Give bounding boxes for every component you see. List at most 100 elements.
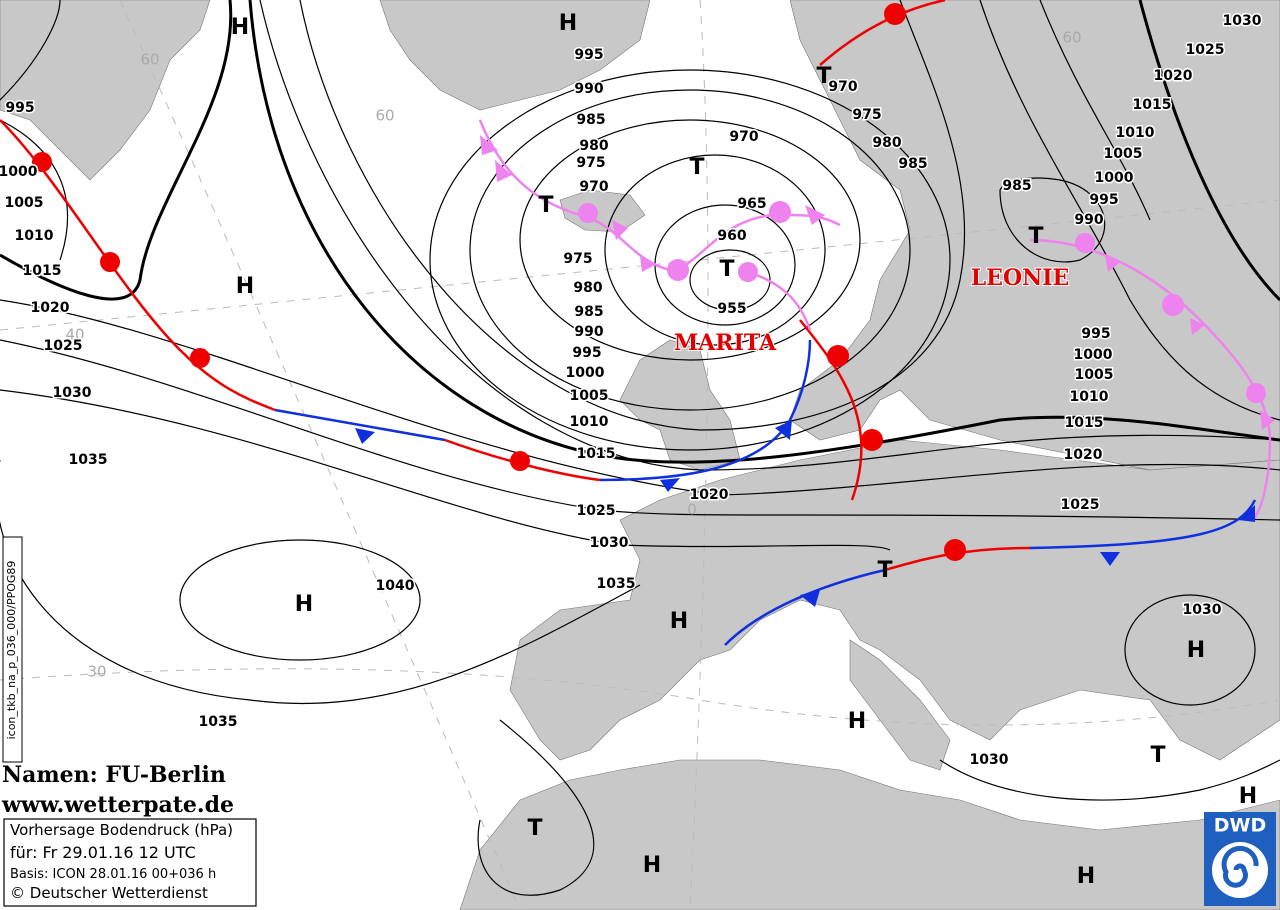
front-symbol bbox=[884, 3, 906, 25]
italy bbox=[849, 639, 951, 771]
isobar-label: 1020 bbox=[690, 487, 729, 503]
isobar-label: 980 bbox=[573, 280, 602, 296]
grid-line bbox=[119, 0, 521, 910]
front-symbol bbox=[190, 348, 210, 368]
occluded-front bbox=[478, 119, 841, 331]
isobar-label: 1005 bbox=[5, 195, 44, 211]
isobar bbox=[604, 154, 826, 346]
pressure-center: T bbox=[1150, 743, 1165, 768]
occluded-front-symbols bbox=[480, 135, 1275, 430]
isobar-1015 bbox=[1138, 0, 1280, 302]
storm-names: MARITA LEONIE bbox=[673, 264, 1070, 357]
pressure-center: H bbox=[1187, 638, 1205, 663]
front-symbol bbox=[32, 152, 52, 172]
isobar bbox=[477, 719, 595, 896]
isobar-label: 1035 bbox=[69, 452, 108, 468]
warm-front bbox=[884, 546, 1031, 572]
pressure-center: H bbox=[295, 592, 313, 617]
pressure-center: H bbox=[236, 274, 254, 299]
isobar-label: 1000 bbox=[1074, 347, 1113, 363]
front-symbol bbox=[510, 451, 530, 471]
front-symbol bbox=[738, 262, 758, 282]
isobar-label: 970 bbox=[579, 179, 608, 195]
isobar bbox=[429, 69, 951, 451]
grid-line bbox=[0, 199, 1280, 331]
front-symbol bbox=[861, 429, 883, 451]
isobar-label: 995 bbox=[572, 345, 601, 361]
isobar-label: 975 bbox=[563, 251, 592, 267]
front-symbol bbox=[612, 220, 628, 240]
isobar-label: 1015 bbox=[23, 263, 62, 279]
isobar-label: 1030 bbox=[53, 385, 92, 401]
isobar bbox=[0, 389, 891, 551]
cold-front bbox=[1029, 499, 1257, 550]
isobar bbox=[939, 759, 1280, 801]
info-title: Vorhersage Bodendruck (hPa) bbox=[10, 821, 233, 839]
isobar-label: 1005 bbox=[570, 388, 609, 404]
pressure-center: H bbox=[231, 15, 249, 40]
isobar-label: 980 bbox=[579, 138, 608, 154]
isobar-label: 1010 bbox=[1070, 389, 1109, 405]
isobar-label: 980 bbox=[872, 135, 901, 151]
greenland-south bbox=[379, 0, 651, 111]
product-id: icon_tkb_na_p_036_000/PPOG89 bbox=[5, 561, 18, 740]
isobar bbox=[999, 177, 1106, 263]
pressure-center: H bbox=[848, 709, 866, 734]
grid-line bbox=[0, 668, 1280, 726]
warm-front-symbols bbox=[32, 3, 966, 561]
front-symbol bbox=[640, 255, 655, 272]
isobar-label: 970 bbox=[828, 79, 857, 95]
credit-url: www.wetterpate.de bbox=[1, 792, 234, 818]
front-symbol bbox=[775, 420, 792, 440]
isobar-label: 1005 bbox=[1104, 146, 1143, 162]
front-symbol bbox=[660, 478, 680, 492]
iceland bbox=[559, 189, 646, 233]
credit-names: Namen: FU-Berlin bbox=[2, 762, 226, 788]
isobar-label: 985 bbox=[1002, 178, 1031, 194]
isobar-label: 960 bbox=[717, 228, 746, 244]
pressure-center: T bbox=[816, 64, 831, 89]
isobar-label: 955 bbox=[717, 301, 746, 317]
isobar-label: 1000 bbox=[566, 365, 605, 381]
isobar-label: 1035 bbox=[199, 714, 238, 730]
front-symbol bbox=[805, 205, 825, 225]
isobar bbox=[0, 0, 68, 261]
front-symbol bbox=[944, 539, 966, 561]
isobar-label: 1025 bbox=[44, 338, 83, 354]
front-symbol bbox=[495, 160, 512, 182]
isobar bbox=[259, 0, 1280, 471]
isobar-label: 1010 bbox=[15, 228, 54, 244]
front-symbol bbox=[800, 590, 820, 607]
pressure-center: H bbox=[670, 609, 688, 634]
latitude-label: 60 bbox=[375, 107, 394, 125]
isobar-label: 1030 bbox=[1223, 13, 1262, 29]
isobar bbox=[0, 339, 1280, 521]
fronts bbox=[0, 0, 1275, 646]
front-symbol bbox=[1260, 410, 1275, 430]
cold-front bbox=[274, 408, 446, 442]
isobar-label: 990 bbox=[574, 81, 603, 97]
isobar bbox=[299, 0, 966, 431]
isobar-label: 985 bbox=[574, 304, 603, 320]
british-isles bbox=[619, 339, 741, 471]
isobar-label: 1010 bbox=[1116, 125, 1155, 141]
front-symbol bbox=[480, 135, 498, 155]
isobar-1040 bbox=[179, 539, 421, 661]
logo-text: DWD bbox=[1214, 815, 1267, 837]
isobar-1015 bbox=[0, 0, 1280, 464]
front-symbol bbox=[1238, 505, 1255, 522]
pressure-center: T bbox=[719, 257, 734, 282]
warm-front bbox=[0, 119, 276, 412]
pressure-center: T bbox=[877, 558, 892, 583]
occluded-front bbox=[1029, 238, 1272, 522]
grid-line bbox=[689, 0, 709, 910]
front-symbol bbox=[355, 428, 375, 444]
isobar-label: 975 bbox=[576, 155, 605, 171]
front-symbol bbox=[578, 203, 598, 223]
latitude-label: 0 bbox=[687, 501, 697, 519]
pressure-center: H bbox=[1077, 864, 1095, 889]
isobar-label: 995 bbox=[1081, 326, 1110, 342]
info-box bbox=[3, 818, 257, 907]
